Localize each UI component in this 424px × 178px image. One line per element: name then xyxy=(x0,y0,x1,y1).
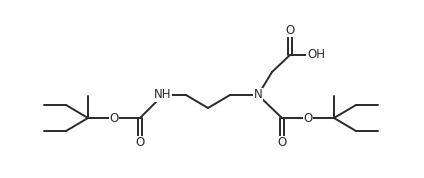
Text: N: N xyxy=(254,88,262,101)
Text: NH: NH xyxy=(154,88,172,101)
Text: OH: OH xyxy=(307,48,325,62)
Text: O: O xyxy=(304,111,312,124)
Text: O: O xyxy=(109,111,119,124)
Text: O: O xyxy=(277,137,287,150)
Text: O: O xyxy=(135,137,145,150)
Text: O: O xyxy=(285,23,295,36)
